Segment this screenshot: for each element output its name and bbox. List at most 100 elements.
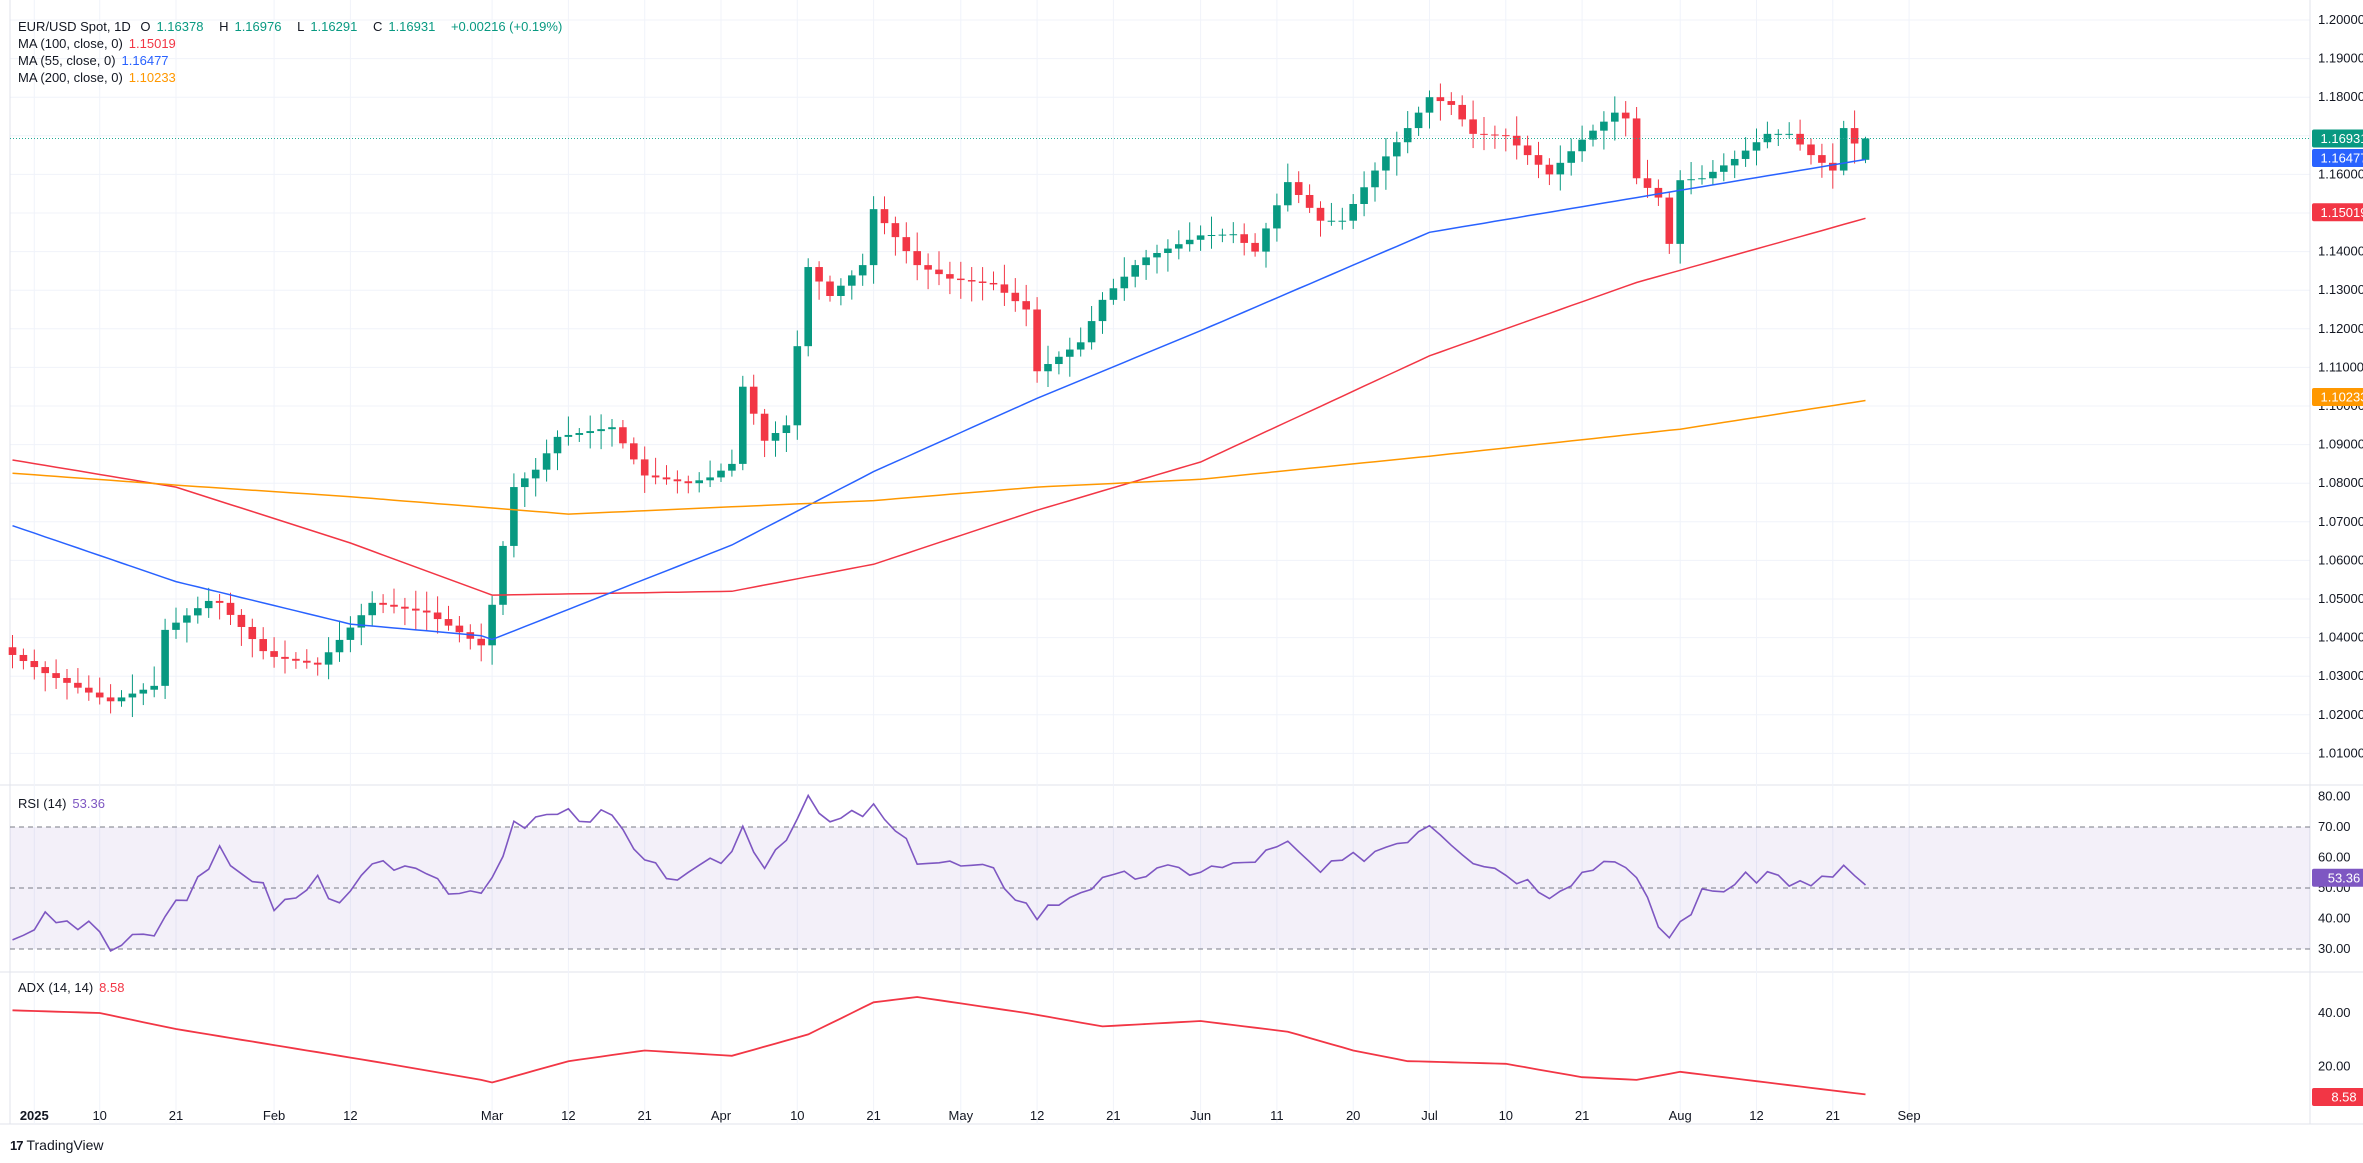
candle-body	[1818, 155, 1826, 163]
x-tick-label: Apr	[711, 1108, 732, 1123]
tradingview-logo[interactable]: 17 TradingView	[10, 1137, 104, 1153]
candle-body	[1502, 135, 1510, 137]
candle-body	[1142, 257, 1150, 266]
candle	[1785, 122, 1793, 139]
candle-body	[728, 463, 736, 471]
y-tick-label: 1.01000	[2318, 745, 2363, 760]
candle	[466, 624, 475, 650]
candle	[324, 637, 333, 680]
candle-body	[1011, 292, 1020, 302]
candle	[303, 649, 311, 669]
candle	[1371, 162, 1379, 202]
candle-body	[292, 658, 300, 661]
candle-body	[204, 600, 213, 609]
candle	[1643, 159, 1652, 198]
last-price-tag-bg	[2312, 129, 2363, 148]
candle-body	[946, 274, 954, 279]
candle-body	[1545, 164, 1554, 175]
symbol-title[interactable]: EUR/USD Spot, 1D	[18, 19, 131, 34]
candle-body	[1730, 158, 1739, 166]
candle-body	[357, 615, 366, 628]
candle-body	[1403, 128, 1412, 143]
candle	[1284, 163, 1292, 212]
candle-body	[1349, 203, 1357, 221]
candle	[433, 596, 442, 634]
rsi-pane[interactable]	[10, 793, 2310, 952]
candle	[215, 593, 224, 620]
candle-body	[967, 280, 976, 282]
candle	[1414, 106, 1423, 136]
candle	[531, 458, 540, 497]
candle-body	[771, 433, 780, 441]
candle-body	[303, 660, 311, 663]
y-tick-label: 1.06000	[2318, 552, 2363, 567]
x-tick-label: May	[949, 1108, 974, 1123]
candle	[957, 261, 965, 299]
ma55-legend[interactable]: MA (55, close, 0) 1.16477	[18, 53, 169, 68]
y-tick-label: 1.14000	[2318, 244, 2363, 259]
candle-body	[259, 639, 267, 652]
candle	[379, 594, 387, 614]
x-tick-label: Jul	[1421, 1108, 1438, 1123]
candle	[1436, 83, 1445, 121]
candle	[30, 649, 39, 680]
candle-body	[1600, 121, 1608, 131]
ma100-legend[interactable]: MA (100, close, 0) 1.15019	[18, 36, 176, 51]
candle-body	[858, 265, 867, 276]
candle	[1578, 125, 1586, 162]
x-tick-label: 12	[1030, 1108, 1044, 1123]
candle	[128, 674, 137, 718]
candle	[172, 607, 180, 639]
candle	[695, 472, 703, 493]
candle	[1665, 192, 1674, 254]
candle-body	[194, 608, 202, 616]
candle	[1469, 100, 1477, 149]
adx-pane[interactable]	[12, 996, 1866, 1096]
candle	[499, 541, 507, 615]
y-tick-label: 1.19000	[2318, 51, 2363, 66]
candle	[390, 588, 398, 614]
candle	[1491, 125, 1499, 149]
candle	[1512, 116, 1521, 160]
candle-body	[335, 639, 344, 653]
candle-body	[172, 622, 180, 630]
candle-body	[1458, 104, 1466, 120]
candle	[1087, 305, 1096, 350]
candle	[619, 419, 627, 449]
candle	[204, 587, 213, 618]
candle	[706, 460, 714, 488]
candle-body	[1164, 248, 1172, 253]
candle	[1196, 225, 1205, 251]
x-tick-label: 10	[92, 1108, 106, 1123]
candle	[422, 591, 431, 631]
candle-body	[902, 237, 911, 252]
candle	[477, 623, 485, 662]
rsi-legend[interactable]: RSI (14) 53.36	[18, 796, 105, 811]
candle	[1000, 264, 1009, 306]
ma100-line	[12, 217, 1866, 596]
adx-legend[interactable]: ADX (14, 14) 8.58	[18, 980, 125, 995]
candle-body	[19, 654, 28, 662]
candle-body	[619, 427, 627, 444]
candle-body	[1055, 356, 1063, 365]
candle-body	[161, 629, 169, 686]
candle	[1774, 129, 1783, 147]
candle-body	[215, 600, 224, 603]
price-pane[interactable]	[8, 83, 2310, 718]
candle	[1185, 222, 1194, 252]
candle-body	[1665, 197, 1674, 244]
candle	[924, 253, 932, 290]
candle	[651, 457, 660, 485]
candle	[281, 640, 289, 674]
x-tick-label: 12	[343, 1108, 357, 1123]
candle	[728, 449, 736, 477]
candle	[1458, 95, 1466, 127]
y-tick-label: 1.07000	[2318, 514, 2363, 529]
candle-body	[1632, 118, 1641, 179]
ma55-tag: 1.16477	[2312, 148, 2363, 167]
ma200-legend[interactable]: MA (200, close, 0) 1.10233	[18, 70, 176, 85]
candle-body	[1360, 187, 1368, 204]
change-value: +0.00216 (+0.19%)	[450, 19, 563, 34]
adx-tag-bg	[2312, 1088, 2363, 1107]
